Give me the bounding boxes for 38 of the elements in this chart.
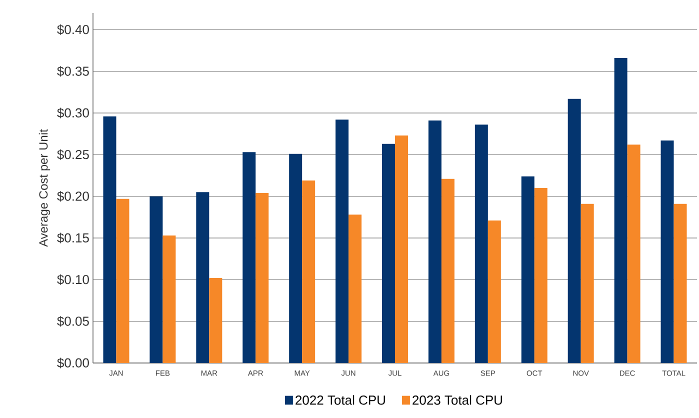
y-axis-title: Average Cost per Unit [38, 129, 50, 247]
bar [196, 192, 210, 363]
bar [534, 188, 548, 363]
bar [336, 120, 349, 363]
bar [568, 98, 581, 363]
bar [162, 236, 176, 363]
bar [395, 136, 408, 363]
y-tick-label: $0.05 [57, 316, 89, 327]
y-tick-label: $0.00 [57, 358, 89, 368]
bar [660, 140, 674, 363]
bar [627, 144, 640, 363]
bar [580, 204, 594, 363]
y-tick-label: $0.10 [57, 274, 89, 285]
bar [441, 178, 454, 363]
bar [348, 214, 362, 363]
bar [521, 176, 534, 363]
bar [302, 180, 316, 363]
bar [428, 120, 442, 363]
y-tick-label: $0.15 [57, 232, 89, 244]
y-tick-label: $0.25 [57, 149, 89, 160]
bar [488, 220, 501, 363]
legend-label: 2022 Total CPU [296, 395, 385, 405]
legend-label: 2023 Total CPU [412, 395, 502, 405]
bar [242, 152, 256, 363]
y-tick-label: $0.20 [57, 191, 89, 202]
bar [209, 278, 222, 363]
bar [150, 196, 163, 363]
bar [116, 198, 130, 363]
y-tick-label: $0.35 [57, 66, 89, 77]
y-tick-label: $0.40 [57, 24, 89, 35]
bar [674, 204, 687, 363]
y-tick-label: $0.30 [57, 108, 89, 118]
bar [474, 124, 488, 363]
bar [289, 154, 302, 363]
bar [614, 58, 628, 363]
bar [256, 193, 269, 363]
bar [382, 144, 395, 363]
bar [103, 116, 116, 363]
